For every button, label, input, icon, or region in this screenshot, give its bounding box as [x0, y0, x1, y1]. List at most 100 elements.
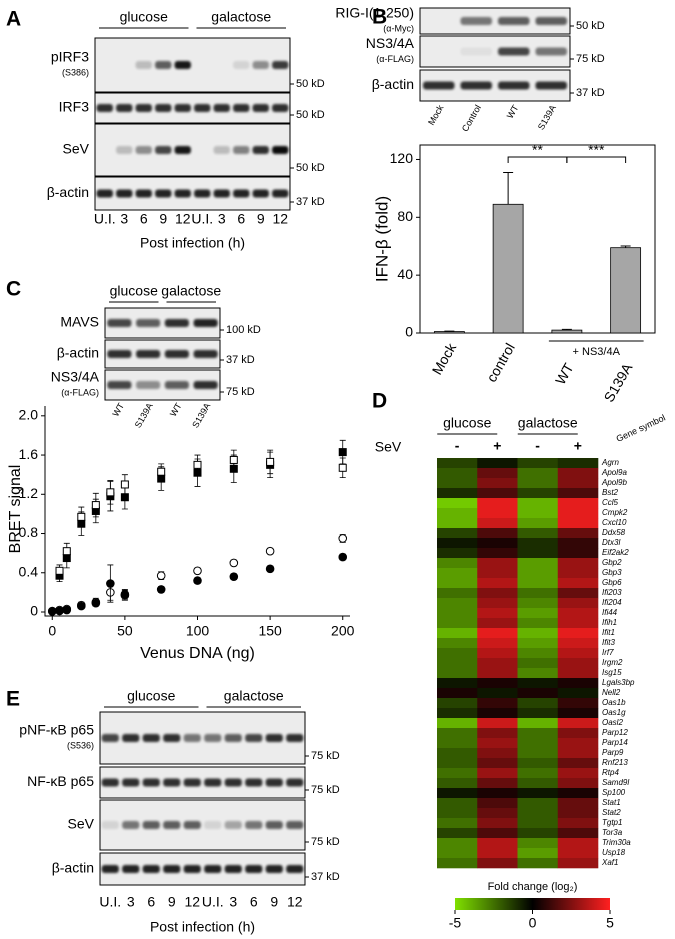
blot-band: [460, 47, 492, 56]
point: [338, 552, 348, 562]
heatmap-cell: [557, 858, 599, 869]
heatmap-cell: [557, 578, 599, 589]
heatmap-cell: [517, 638, 559, 649]
point: [193, 576, 202, 585]
heatmap-cell: [437, 588, 478, 599]
heatmap-cell: [437, 608, 478, 619]
heatmap-cell: [437, 728, 478, 739]
y-tick-label: 0: [405, 324, 413, 340]
heatmap-cell: [517, 718, 559, 729]
heatmap-cell: [477, 518, 518, 529]
lane-label: WT: [168, 401, 184, 419]
panel-letter: B: [372, 6, 387, 29]
blot-band: [272, 189, 289, 198]
row-sublabel: (α-Myc): [383, 23, 414, 33]
heatmap-cell: [477, 478, 518, 489]
heatmap-cell: [557, 798, 599, 809]
point: [55, 606, 64, 616]
row-label: Trim30a: [602, 838, 631, 847]
y-tick-label: 1.2: [19, 485, 39, 501]
row-label: pNF-κB p65: [19, 722, 94, 738]
heatmap-cell: [477, 858, 518, 869]
point: [62, 605, 72, 615]
group-label: galactose: [211, 9, 271, 25]
heatmap-cell: [557, 458, 599, 469]
heatmap-cell: [437, 798, 478, 809]
lane-label: 12: [175, 211, 191, 227]
heatmap-cell: [557, 768, 599, 779]
blot-band: [163, 821, 181, 829]
heatmap-cell: [557, 488, 599, 499]
heatmap-cell: [517, 468, 559, 479]
point: [229, 455, 238, 464]
row-label: SeV: [63, 141, 90, 157]
blot-band: [252, 61, 269, 69]
row-label: NS3/4A: [366, 35, 415, 51]
lane-label: 3: [218, 211, 226, 227]
row-label: Ccl5: [602, 498, 619, 507]
row-label: Eif2ak2: [602, 548, 629, 557]
blot-band: [136, 381, 161, 389]
lane-label: 9: [168, 894, 176, 910]
point: [265, 546, 275, 556]
row-label: Rnf213: [602, 758, 628, 767]
size-label: 50 kD: [296, 109, 325, 121]
point: [229, 558, 239, 568]
blot-band: [193, 381, 218, 389]
heatmap-cell: [477, 578, 518, 589]
point: [193, 566, 202, 576]
x-tick-label: 150: [258, 623, 282, 639]
y-axis-label: IFN-β (fold): [372, 196, 391, 282]
y-tick-label: 0.4: [19, 563, 39, 579]
row-label: Irgm2: [602, 658, 623, 667]
lane-label: 12: [184, 894, 200, 910]
lane-label: S139A: [190, 401, 212, 429]
heatmap-cell: [557, 658, 599, 669]
lane-label: U.I.: [202, 894, 224, 910]
heatmap-cell: [557, 818, 599, 829]
lane-label: U.I.: [191, 211, 213, 227]
blot-band: [155, 61, 172, 69]
blot-band: [286, 734, 304, 742]
row-label: Ifi203: [602, 588, 622, 597]
heatmap-cell: [517, 488, 559, 499]
heatmap-cell: [477, 708, 518, 719]
heatmap-cell: [557, 478, 599, 489]
row-label: Irf7: [602, 648, 614, 657]
x-axis-label: Post infection (h): [140, 235, 245, 251]
row-title: Gene symbol: [615, 412, 667, 443]
point: [106, 579, 115, 588]
blot-band: [107, 381, 132, 389]
row-label: Oas1g: [602, 708, 626, 717]
heatmap-cell: [557, 608, 599, 619]
blot-band: [535, 17, 567, 25]
blot-band: [224, 734, 242, 742]
heatmap-cell: [437, 708, 478, 719]
row-label: β-actin: [47, 184, 89, 200]
lane-label: U.I.: [94, 211, 116, 227]
heatmap-cell: [437, 528, 478, 539]
row-label: Apol9b: [601, 478, 627, 487]
heatmap-cell: [517, 708, 559, 719]
heatmap-cell: [557, 558, 599, 569]
blot-band: [233, 61, 250, 69]
row-label: Parp14: [602, 738, 628, 747]
y-tick-label: 1.6: [19, 446, 39, 462]
blot-band: [101, 734, 119, 742]
point: [266, 457, 275, 466]
y-tick-label: 0.8: [19, 524, 39, 540]
blot-band: [265, 734, 283, 742]
x-tick-label: 100: [186, 623, 210, 639]
panel-letter: D: [372, 390, 387, 413]
group-label: galactose: [224, 688, 284, 704]
group-label: galactose: [518, 415, 578, 431]
row-label: Lgals3bp: [602, 678, 635, 687]
blot-band: [233, 104, 250, 112]
blot-band: [116, 189, 133, 198]
row-label: Tor3a: [602, 828, 623, 837]
blot-band: [498, 81, 530, 90]
heatmap-cell: [557, 638, 599, 649]
heatmap-cell: [437, 828, 478, 839]
heatmap-cell: [477, 778, 518, 789]
